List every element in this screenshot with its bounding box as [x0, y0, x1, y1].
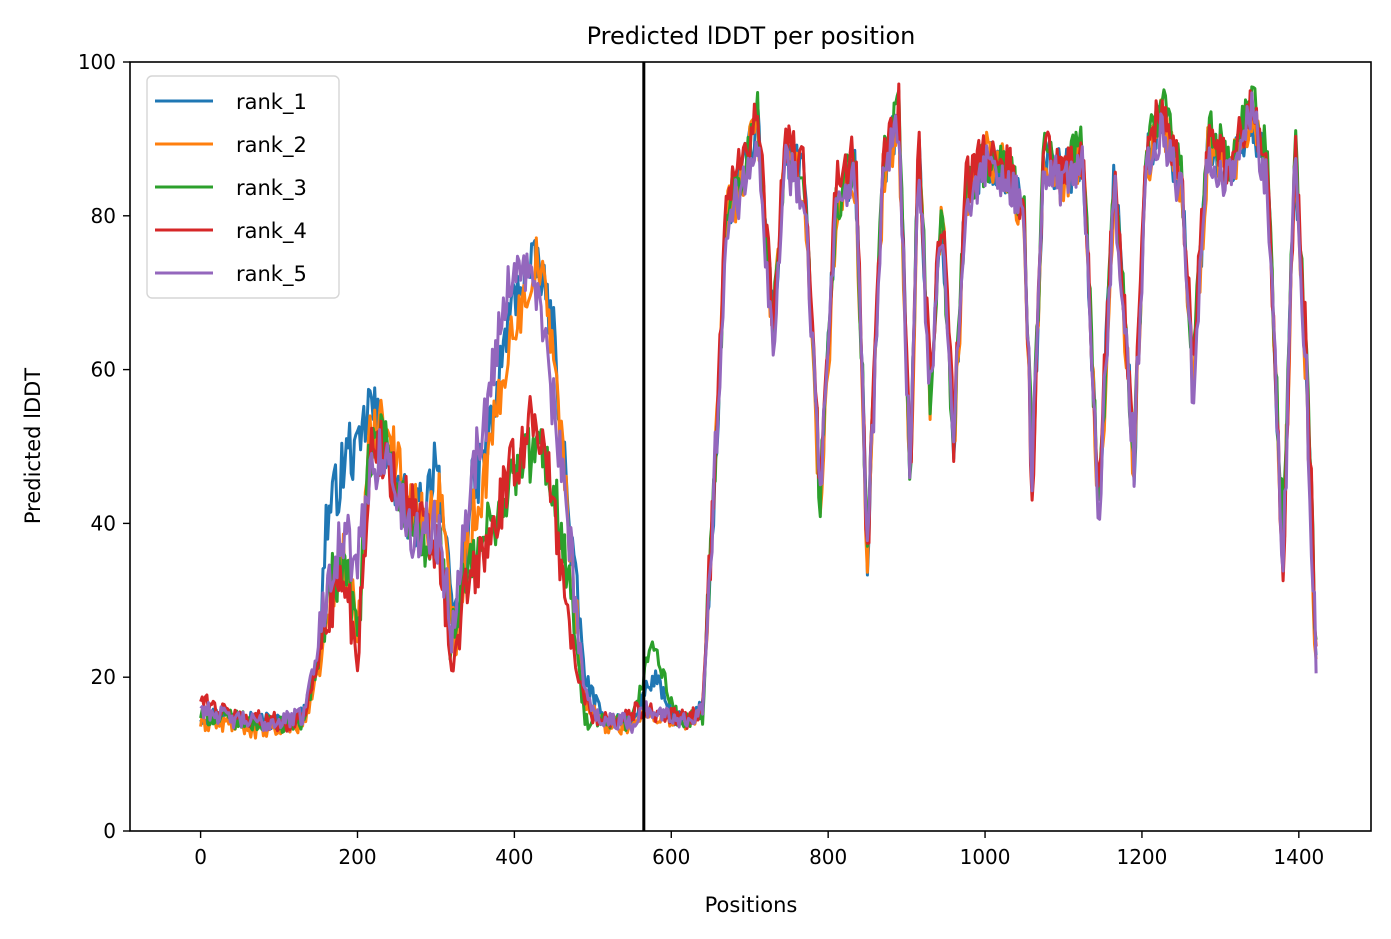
x-tick-label-1000: 1000 — [960, 845, 1011, 869]
y-tick-label-60: 60 — [91, 358, 116, 382]
legend-box — [146, 75, 340, 299]
y-tick-label-100: 100 — [78, 50, 116, 74]
chart-title: Predicted lDDT per position — [587, 22, 916, 50]
x-tick-label-0: 0 — [194, 845, 207, 869]
x-tick-label-200: 200 — [338, 845, 376, 869]
y-tick-label-20: 20 — [91, 665, 116, 689]
legend: rank_1 rank_2 rank_3 rank_4 rank_5 — [146, 75, 340, 299]
series-line-rank_5 — [199, 91, 1318, 734]
x-axis-label: Positions — [705, 893, 798, 917]
x-tick-label-1400: 1400 — [1273, 845, 1324, 869]
plot-frame — [129, 61, 1372, 832]
legend-label-rank_1: rank_1 — [236, 90, 307, 115]
y-tick-label-80: 80 — [91, 204, 116, 228]
x-tick-label-800: 800 — [809, 845, 847, 869]
plot-area — [129, 61, 1372, 832]
x-tick-label-1200: 1200 — [1116, 845, 1167, 869]
y-tick-label-40: 40 — [91, 511, 116, 535]
y-axis-label: Predicted lDDT — [21, 368, 45, 524]
legend-label-rank_2: rank_2 — [236, 133, 307, 158]
y-axis: 0 20 40 60 80 100 — [78, 50, 130, 843]
legend-label-rank_3: rank_3 — [236, 176, 307, 201]
x-tick-label-600: 600 — [652, 845, 690, 869]
y-tick-label-0: 0 — [103, 819, 116, 843]
x-tick-label-400: 400 — [495, 845, 533, 869]
legend-label-rank_4: rank_4 — [236, 219, 307, 244]
x-axis: 0 200 400 600 800 1000 1200 1400 — [194, 831, 1324, 869]
series-line-rank_1 — [199, 100, 1318, 733]
legend-label-rank_5: rank_5 — [236, 262, 307, 287]
